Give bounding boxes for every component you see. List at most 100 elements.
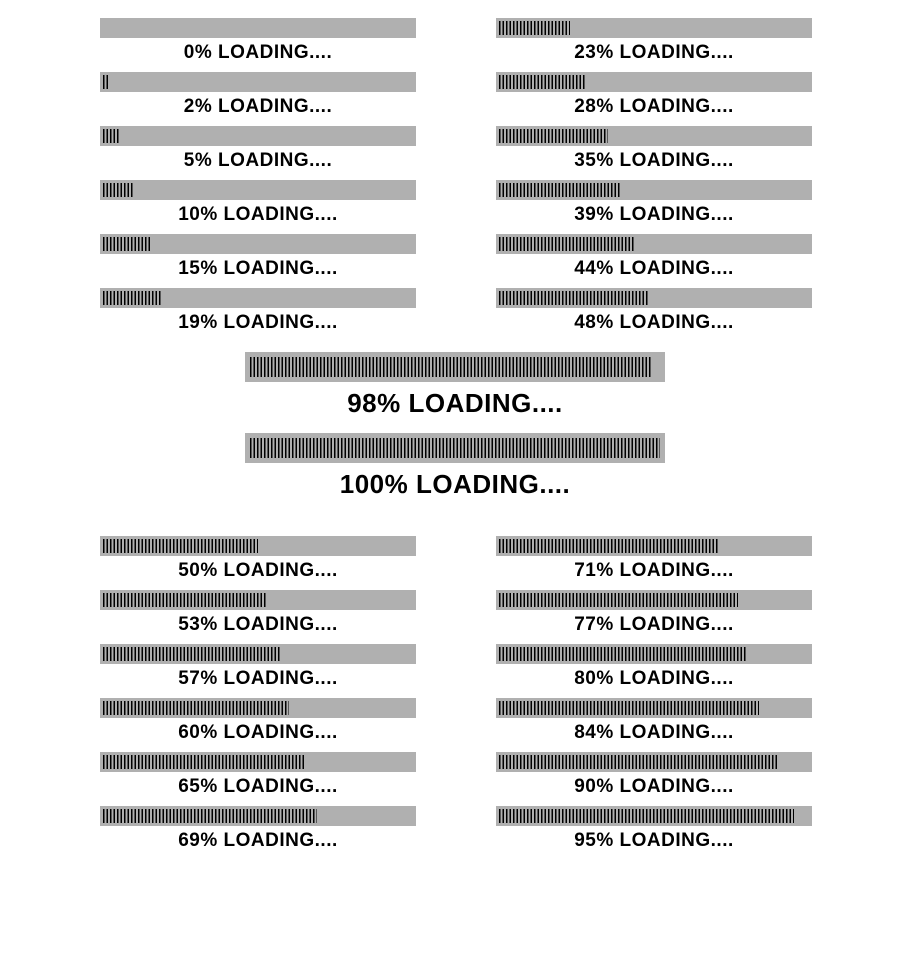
progress-track bbox=[496, 536, 812, 556]
progress-label: 5% LOADING.... bbox=[100, 150, 416, 172]
progress-label: 77% LOADING.... bbox=[496, 614, 812, 636]
progress-track bbox=[100, 644, 416, 664]
progress-bar-50: 50% LOADING.... bbox=[100, 536, 416, 582]
progress-label: 100% LOADING.... bbox=[0, 469, 910, 500]
progress-fill bbox=[103, 755, 305, 769]
progress-track bbox=[100, 234, 416, 254]
progress-fill bbox=[499, 539, 719, 553]
progress-fill bbox=[499, 21, 570, 35]
progress-fill bbox=[103, 129, 119, 143]
progress-label: 69% LOADING.... bbox=[100, 830, 416, 852]
progress-fill bbox=[103, 183, 134, 197]
progress-label: 48% LOADING.... bbox=[496, 312, 812, 334]
progress-fill bbox=[499, 809, 794, 823]
progress-fill bbox=[103, 593, 267, 607]
progress-fill bbox=[103, 291, 162, 305]
bottom-right-column: 71% LOADING.... 77% LOADING.... 80% LOADIN… bbox=[496, 536, 812, 860]
progress-track bbox=[100, 72, 416, 92]
progress-track bbox=[100, 288, 416, 308]
progress-track bbox=[100, 536, 416, 556]
progress-label: 98% LOADING.... bbox=[0, 388, 910, 419]
progress-label: 28% LOADING.... bbox=[496, 96, 812, 118]
progress-bar-19: 19% LOADING.... bbox=[100, 288, 416, 334]
progress-label: 53% LOADING.... bbox=[100, 614, 416, 636]
progress-track bbox=[245, 433, 665, 463]
progress-fill bbox=[103, 237, 150, 251]
progress-track bbox=[496, 18, 812, 38]
progress-label: 90% LOADING.... bbox=[496, 776, 812, 798]
progress-label: 84% LOADING.... bbox=[496, 722, 812, 744]
progress-label: 2% LOADING.... bbox=[100, 96, 416, 118]
progress-label: 60% LOADING.... bbox=[100, 722, 416, 744]
top-section: 0% LOADING.... 2% LOADING.... 5% LOADING..… bbox=[0, 0, 910, 342]
progress-label: 0% LOADING.... bbox=[100, 42, 416, 64]
progress-bar-23: 23% LOADING.... bbox=[496, 18, 812, 64]
progress-bar-39: 39% LOADING.... bbox=[496, 180, 812, 226]
progress-bar-44: 44% LOADING.... bbox=[496, 234, 812, 280]
progress-bar-53: 53% LOADING.... bbox=[100, 590, 416, 636]
progress-track bbox=[496, 72, 812, 92]
progress-fill bbox=[499, 593, 738, 607]
progress-label: 19% LOADING.... bbox=[100, 312, 416, 334]
progress-fill bbox=[499, 291, 648, 305]
progress-bar-15: 15% LOADING.... bbox=[100, 234, 416, 280]
progress-fill bbox=[499, 701, 759, 715]
progress-track bbox=[496, 752, 812, 772]
progress-track bbox=[496, 288, 812, 308]
progress-track bbox=[496, 590, 812, 610]
progress-fill bbox=[103, 647, 280, 661]
progress-track bbox=[496, 644, 812, 664]
progress-label: 15% LOADING.... bbox=[100, 258, 416, 280]
progress-bar-84: 84% LOADING.... bbox=[496, 698, 812, 744]
progress-track bbox=[100, 806, 416, 826]
top-right-column: 23% LOADING.... 28% LOADING.... 35% LOADIN… bbox=[496, 18, 812, 342]
progress-label: 65% LOADING.... bbox=[100, 776, 416, 798]
progress-label: 23% LOADING.... bbox=[496, 42, 812, 64]
progress-bar-35: 35% LOADING.... bbox=[496, 126, 812, 172]
progress-bar-95: 95% LOADING.... bbox=[496, 806, 812, 852]
progress-label: 57% LOADING.... bbox=[100, 668, 416, 690]
progress-track bbox=[245, 352, 665, 382]
progress-track bbox=[496, 126, 812, 146]
progress-bar-77: 77% LOADING.... bbox=[496, 590, 812, 636]
progress-fill bbox=[499, 755, 778, 769]
progress-fill bbox=[499, 75, 586, 89]
progress-track bbox=[100, 590, 416, 610]
top-left-column: 0% LOADING.... 2% LOADING.... 5% LOADING..… bbox=[100, 18, 416, 342]
progress-label: 80% LOADING.... bbox=[496, 668, 812, 690]
progress-bar-5: 5% LOADING.... bbox=[100, 126, 416, 172]
progress-fill bbox=[499, 237, 635, 251]
bottom-left-column: 50% LOADING.... 53% LOADING.... 57% LOADIN… bbox=[100, 536, 416, 860]
progress-label: 71% LOADING.... bbox=[496, 560, 812, 582]
progress-bar-large-98: 98% LOADING.... bbox=[0, 352, 910, 419]
progress-track bbox=[100, 752, 416, 772]
progress-label: 44% LOADING.... bbox=[496, 258, 812, 280]
progress-bar-90: 90% LOADING.... bbox=[496, 752, 812, 798]
progress-track bbox=[496, 234, 812, 254]
progress-bar-71: 71% LOADING.... bbox=[496, 536, 812, 582]
progress-bar-large-100: 100% LOADING.... bbox=[0, 433, 910, 500]
progress-bar-80: 80% LOADING.... bbox=[496, 644, 812, 690]
progress-fill bbox=[250, 357, 652, 377]
progress-fill bbox=[250, 438, 660, 458]
progress-fill bbox=[103, 701, 289, 715]
progress-track bbox=[496, 180, 812, 200]
progress-track bbox=[100, 126, 416, 146]
progress-track bbox=[496, 698, 812, 718]
progress-bar-28: 28% LOADING.... bbox=[496, 72, 812, 118]
progress-track bbox=[100, 698, 416, 718]
progress-bar-2: 2% LOADING.... bbox=[100, 72, 416, 118]
bottom-section: 50% LOADING.... 53% LOADING.... 57% LOADIN… bbox=[0, 516, 910, 860]
center-section: 98% LOADING.... 100% LOADING.... bbox=[0, 342, 910, 516]
progress-bar-10: 10% LOADING.... bbox=[100, 180, 416, 226]
progress-fill bbox=[499, 129, 608, 143]
progress-label: 10% LOADING.... bbox=[100, 204, 416, 226]
progress-label: 39% LOADING.... bbox=[496, 204, 812, 226]
progress-bar-60: 60% LOADING.... bbox=[100, 698, 416, 744]
progress-bar-65: 65% LOADING.... bbox=[100, 752, 416, 798]
progress-bar-48: 48% LOADING.... bbox=[496, 288, 812, 334]
progress-track bbox=[100, 180, 416, 200]
progress-fill bbox=[103, 809, 317, 823]
progress-track bbox=[496, 806, 812, 826]
progress-label: 95% LOADING.... bbox=[496, 830, 812, 852]
